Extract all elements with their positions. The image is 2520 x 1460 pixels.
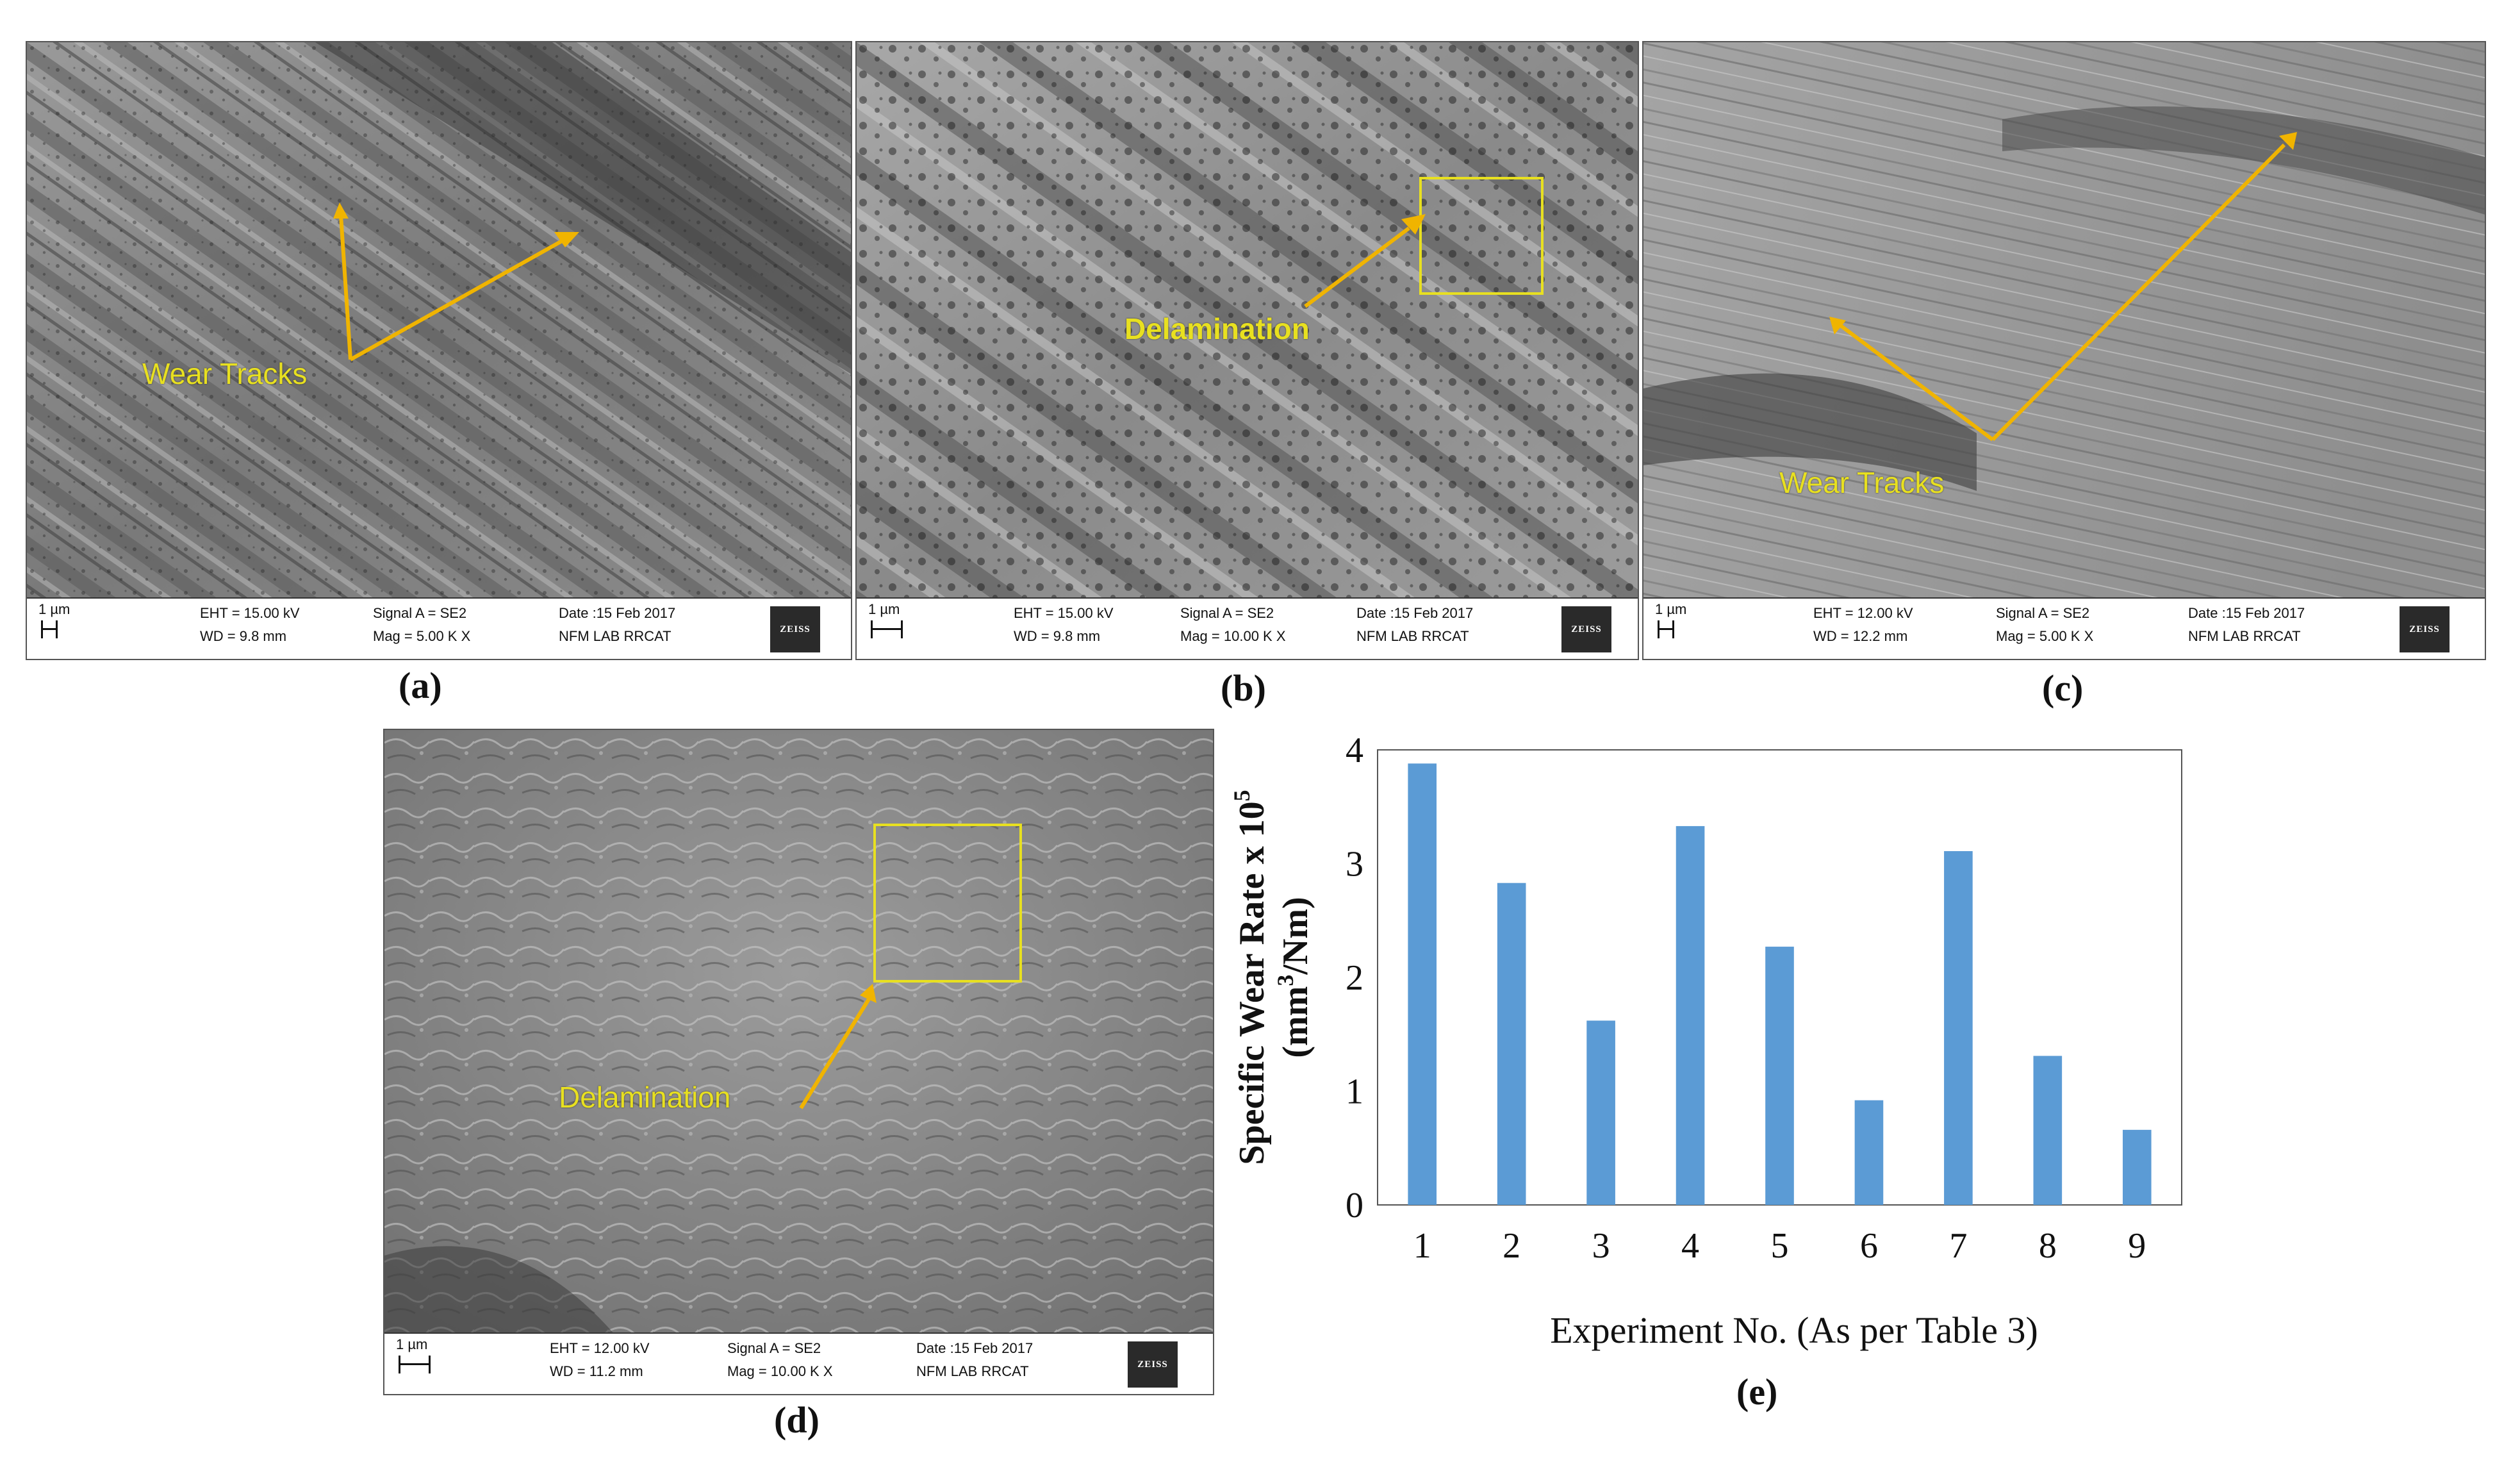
sem-image-d: Delamination 1 µm EHT = 12.00 kV WD = 11… xyxy=(383,729,1214,1395)
sem-databar-a: 1 µm EHT = 15.00 kV WD = 9.8 mm Signal A… xyxy=(27,597,851,659)
signal-value: Signal A = SE2 xyxy=(1996,605,2090,621)
bar-experiment-6 xyxy=(1854,1100,1884,1205)
wear-track-arrows-c xyxy=(1829,132,2297,442)
mag-value: Mag = 10.00 K X xyxy=(727,1363,833,1379)
mag-value: Mag = 5.00 K X xyxy=(1996,628,2094,644)
wear-rate-bar-chart: Specific Wear Rate x 105(mm3/Nm) 0 1 2 3 4 1… xyxy=(1229,731,2182,1351)
scale-label: 1 µm xyxy=(38,601,70,617)
x-tick-label: 4 xyxy=(1681,1226,1699,1266)
signal-value: Signal A = SE2 xyxy=(373,605,467,621)
sem-image-c: Wear Tracks 1 µm EHT = 12.00 kV WD = 12.… xyxy=(1642,41,2486,660)
wear-track-arrows-a xyxy=(333,203,579,361)
date-value: Date :15 Feb 2017 xyxy=(916,1340,1034,1356)
wd-value: WD = 11.2 mm xyxy=(550,1363,643,1379)
sem-texture-d xyxy=(384,730,1213,1335)
y-axis-label: Specific Wear Rate x 105(mm3/Nm) xyxy=(1229,790,1315,1165)
sem-databar-d: 1 µm EHT = 12.00 kV WD = 11.2 mm Signal … xyxy=(384,1332,1213,1394)
zeiss-logo: ZEISS xyxy=(2400,606,2450,652)
lab-value: NFM LAB RRCAT xyxy=(559,628,671,644)
x-tick-label: 6 xyxy=(1860,1226,1878,1266)
wd-value: WD = 12.2 mm xyxy=(1813,628,1908,644)
y-tick-label: 1 xyxy=(1346,1072,1363,1112)
scale-bar-icon xyxy=(1658,620,1674,638)
sem-image-a: Wear Tracks 1 µm EHT = 15.00 kV WD = 9.8… xyxy=(26,41,852,660)
sem-databar-b: 1 µm EHT = 15.00 kV WD = 9.8 mm Signal A… xyxy=(857,597,1638,659)
sem-image-b: Delamination 1 µm EHT = 15.00 kV WD = 9.… xyxy=(855,41,1639,660)
x-tick-labels: 1 2 3 4 5 6 7 8 9 xyxy=(1413,1226,2146,1266)
y-tick-label: 4 xyxy=(1346,731,1363,770)
date-value: Date :15 Feb 2017 xyxy=(2188,605,2305,621)
bar-experiment-8 xyxy=(2033,1056,2063,1205)
scale-bar-icon xyxy=(41,620,58,638)
caption-c: (c) xyxy=(2042,667,2084,709)
y-tick-labels: 0 1 2 3 4 xyxy=(1346,731,1363,1225)
mag-value: Mag = 5.00 K X xyxy=(373,628,471,644)
bar-experiment-3 xyxy=(1586,1020,1615,1205)
annotation-wear-tracks-a: Wear Tracks xyxy=(142,357,308,390)
y-tick-label: 3 xyxy=(1346,845,1363,884)
lab-value: NFM LAB RRCAT xyxy=(1356,628,1469,644)
signal-value: Signal A = SE2 xyxy=(727,1340,821,1356)
x-tick-label: 1 xyxy=(1413,1226,1431,1266)
caption-d: (d) xyxy=(774,1399,819,1441)
bar-experiment-4 xyxy=(1676,825,1705,1205)
y-axis-label-line-2: (mm3/Nm) xyxy=(1272,897,1315,1058)
y-tick-label: 0 xyxy=(1346,1186,1363,1225)
x-tick-label: 7 xyxy=(1949,1226,1967,1266)
mag-value: Mag = 10.00 K X xyxy=(1180,628,1286,644)
zeiss-logo: ZEISS xyxy=(1561,606,1611,652)
scale-bar-icon xyxy=(871,620,903,638)
scale-bar-icon xyxy=(399,1356,431,1373)
eht-value: EHT = 12.00 kV xyxy=(1813,605,1913,621)
lab-value: NFM LAB RRCAT xyxy=(916,1363,1029,1379)
eht-value: EHT = 12.00 kV xyxy=(550,1340,650,1356)
eht-value: EHT = 15.00 kV xyxy=(1014,605,1114,621)
eht-value: EHT = 15.00 kV xyxy=(200,605,300,621)
caption-e: (e) xyxy=(1736,1371,1778,1413)
caption-a: (a) xyxy=(399,665,442,706)
bar-experiment-7 xyxy=(1944,850,1973,1205)
x-tick-label: 9 xyxy=(2128,1226,2146,1266)
x-tick-label: 2 xyxy=(1503,1226,1520,1266)
y-axis-label-line-1: Specific Wear Rate x 105 xyxy=(1229,790,1272,1165)
wd-value: WD = 9.8 mm xyxy=(1014,628,1101,644)
date-value: Date :15 Feb 2017 xyxy=(1356,605,1474,621)
annotation-delamination-b: Delamination xyxy=(1124,312,1310,345)
scale-label: 1 µm xyxy=(396,1336,428,1352)
annotation-wear-tracks-c: Wear Tracks xyxy=(1779,466,1945,499)
date-value: Date :15 Feb 2017 xyxy=(559,605,676,621)
y-tick-label: 2 xyxy=(1346,958,1363,998)
sem-texture-a xyxy=(27,42,851,600)
x-tick-label: 5 xyxy=(1771,1226,1789,1266)
delamination-marker-d xyxy=(799,824,1022,1109)
lab-value: NFM LAB RRCAT xyxy=(2188,628,2301,644)
x-tick-label: 8 xyxy=(2039,1226,2057,1266)
sem-texture-c xyxy=(1643,42,2485,600)
x-tick-label: 3 xyxy=(1592,1226,1610,1266)
zeiss-logo: ZEISS xyxy=(1128,1341,1178,1388)
bar-experiment-2 xyxy=(1497,883,1526,1205)
signal-value: Signal A = SE2 xyxy=(1180,605,1274,621)
scale-label: 1 µm xyxy=(1655,601,1687,617)
wd-value: WD = 9.8 mm xyxy=(200,628,287,644)
bar-experiment-9 xyxy=(2122,1129,2152,1205)
scale-label: 1 µm xyxy=(868,601,900,617)
bar-experiment-5 xyxy=(1765,947,1794,1205)
sem-databar-c: 1 µm EHT = 12.00 kV WD = 12.2 mm Signal … xyxy=(1643,597,2485,659)
sem-texture-b xyxy=(857,42,1638,600)
zeiss-logo: ZEISS xyxy=(770,606,820,652)
caption-b: (b) xyxy=(1221,667,1266,709)
x-axis-label: Experiment No. (As per Table 3) xyxy=(1550,1309,2038,1351)
bar-experiment-1 xyxy=(1408,763,1437,1205)
chart-bars xyxy=(1408,763,2152,1205)
delamination-marker-b xyxy=(1304,177,1544,308)
annotation-delamination-d: Delamination xyxy=(559,1081,731,1114)
